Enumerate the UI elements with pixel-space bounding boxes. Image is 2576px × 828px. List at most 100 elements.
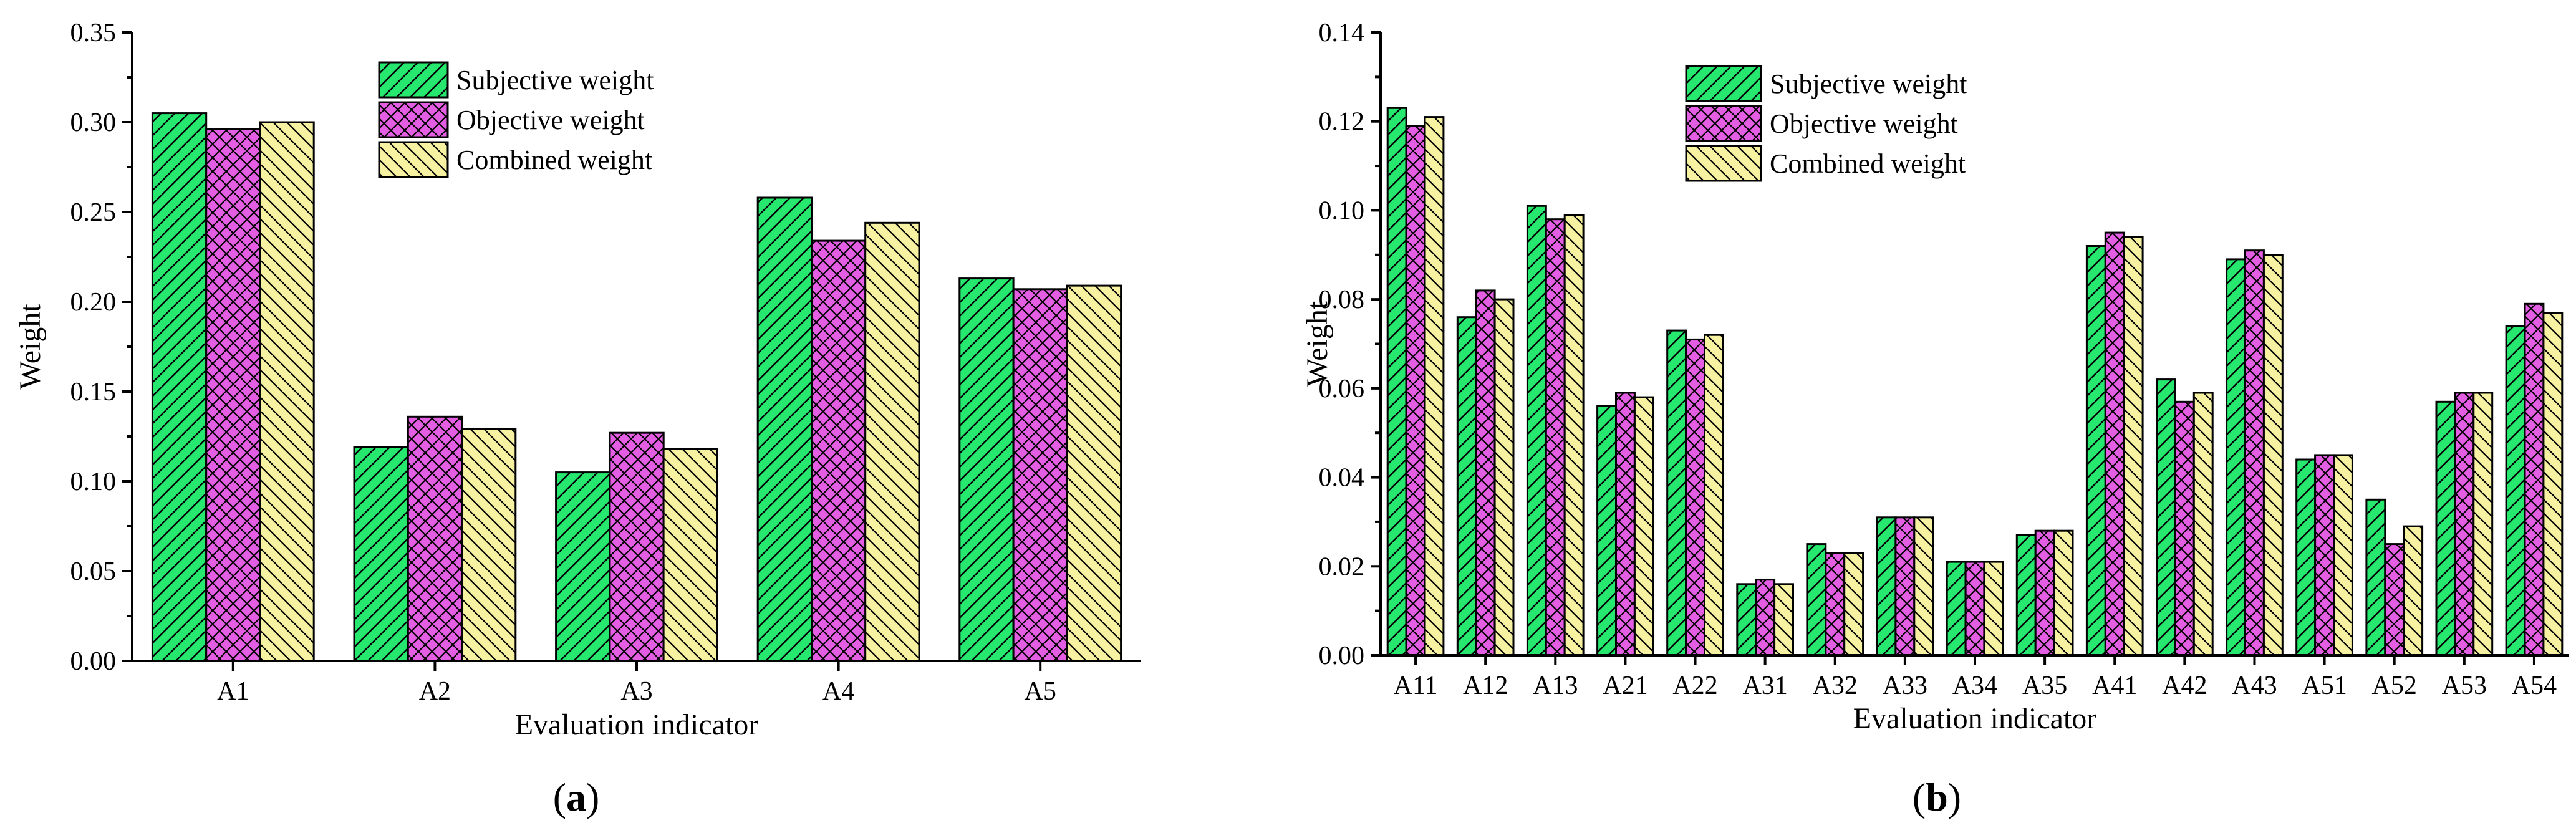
bar-b-3-a22: [1704, 334, 1724, 657]
y-tick-label-b: 0.04: [1319, 464, 1365, 493]
bar-b-3-a42: [2192, 392, 2214, 657]
y-tick-label-b: 0.14: [1319, 19, 1365, 47]
legend-label-a-3: Combined weight: [456, 145, 652, 175]
x-tick-label-b: A12: [1463, 672, 1508, 700]
bar-b-2-a35: [2034, 529, 2055, 657]
bar-a-1-a2: [353, 446, 409, 662]
legend-a: Subjective weight Objective weight Combine…: [378, 61, 654, 178]
bar-a-2-a1: [205, 128, 261, 662]
x-tick-label-b: A34: [1952, 672, 1997, 700]
bar-b-2-a13: [1545, 218, 1566, 657]
x-tick-label-b: A32: [1813, 672, 1858, 700]
x-tick-label-b: A52: [2372, 672, 2417, 700]
bar-b-3-a31: [1773, 583, 1795, 657]
bar-a-2-a2: [407, 415, 463, 662]
y-axis-title-b: Weight: [1301, 301, 1334, 387]
bar-b-1-a13: [1526, 205, 1547, 657]
x-tick-label-a: A4: [822, 677, 854, 706]
x-tick-label-a: A5: [1025, 677, 1056, 706]
bar-b-1-a52: [2365, 498, 2386, 657]
bar-b-3-a54: [2542, 312, 2564, 657]
bar-b-3-a11: [1424, 116, 1445, 657]
legend-label-b-2: Objective weight: [1770, 108, 1958, 139]
bar-b-3-a13: [1563, 214, 1585, 657]
x-tick-label-a: A1: [217, 677, 249, 706]
x-tick-label-b: A11: [1394, 672, 1438, 700]
bar-a-3-a2: [461, 428, 517, 662]
panel-label-a: (a): [553, 775, 600, 819]
bar-b-1-a53: [2435, 400, 2456, 657]
bar-b-2-a42: [2174, 400, 2195, 657]
bar-a-2-a4: [811, 239, 867, 662]
bar-a-1-a1: [151, 112, 208, 662]
x-axis-title-a: Evaluation indicator: [515, 708, 759, 741]
bar-b-3-a43: [2262, 254, 2284, 657]
y-tick-label-b: 0.08: [1319, 286, 1365, 314]
bar-b-1-a22: [1666, 329, 1687, 657]
legend-swatch-a-3: [378, 141, 449, 178]
bar-b-1-a42: [2156, 378, 2176, 657]
bar-b-3-a21: [1633, 396, 1654, 657]
y-tick-label-a: 0.20: [70, 288, 117, 317]
x-tick-label-b: A53: [2442, 672, 2487, 700]
bar-b-1-a43: [2226, 258, 2247, 657]
bar-b-1-a31: [1736, 583, 1757, 657]
chart-b: 0.00 0.02 0.04 0.06 0.08 0.10 0.12 0.14 A11 A12 A1…: [1301, 19, 2569, 735]
x-tick-label-b: A41: [2092, 672, 2137, 700]
x-tick-label-b: A13: [1533, 672, 1578, 700]
bar-a-1-a3: [555, 471, 611, 662]
bar-a-2-a3: [609, 431, 665, 662]
bar-b-3-a34: [1983, 561, 2004, 657]
bar-a-3-a1: [259, 121, 315, 662]
x-tick-label-b: A35: [2022, 672, 2067, 700]
x-tick-label-b: A42: [2162, 672, 2207, 700]
bar-b-2-a12: [1475, 289, 1496, 657]
y-tick-label-b: 0.12: [1319, 108, 1365, 137]
bar-b-3-a12: [1493, 298, 1515, 657]
legend-swatch-a-2: [378, 101, 449, 138]
bar-b-1-a32: [1806, 543, 1827, 657]
bar-b-3-a51: [2333, 454, 2353, 657]
y-tick-label-a: 0.35: [70, 19, 117, 47]
bar-b-2-a41: [2104, 231, 2125, 657]
x-tick-label-a: A2: [419, 677, 451, 706]
y-tick-label-a: 0.15: [70, 378, 117, 407]
y-tick-label-b: 0.02: [1319, 552, 1365, 581]
bar-b-1-a41: [2085, 245, 2106, 657]
bar-b-3-a52: [2403, 525, 2424, 657]
y-tick-label-a: 0.10: [70, 468, 117, 496]
legend-swatch-b-1: [1685, 65, 1762, 102]
y-tick-label-a: 0.30: [70, 108, 117, 137]
y-tick-label-a: 0.00: [70, 647, 117, 676]
bar-a-3-a3: [662, 448, 718, 662]
x-tick-label-b: A54: [2512, 672, 2557, 700]
bar-b-1-a21: [1596, 405, 1618, 657]
bar-b-1-a34: [1946, 561, 1967, 657]
y-tick-label-a: 0.25: [70, 198, 117, 227]
y-tick-label-b: 0.00: [1319, 642, 1365, 670]
bar-a-1-a5: [958, 277, 1015, 662]
panel-label-b: (b): [1913, 775, 1961, 819]
bar-a-1-a4: [756, 196, 813, 662]
chart-a: 0.00 0.05 0.10 0.15 0.20 0.25 0.30 0.35 A1 A2 A3 A4…: [14, 19, 1141, 741]
bar-b-3-a53: [2472, 392, 2494, 657]
legend-label-b-1: Subjective weight: [1770, 69, 1967, 99]
x-axis-title-b: Evaluation indicator: [1853, 702, 2097, 735]
legend-label-a-2: Objective weight: [456, 105, 645, 135]
bar-b-2-a53: [2454, 392, 2475, 657]
bar-b-2-a43: [2244, 249, 2265, 657]
y-tick-label-a: 0.05: [70, 557, 117, 586]
bar-b-1-a12: [1456, 316, 1477, 657]
legend-label-a-1: Subjective weight: [456, 65, 654, 95]
legend-b: Subjective weight Objective weight Combine…: [1685, 65, 1967, 182]
bar-b-3-a41: [2123, 236, 2144, 657]
y-tick-label-b: 0.10: [1319, 196, 1365, 225]
bar-b-2-a11: [1405, 125, 1426, 657]
bar-b-1-a35: [2015, 534, 2037, 657]
bar-b-2-a31: [1755, 579, 1776, 657]
y-axis-title-a: Weight: [14, 304, 47, 390]
bar-b-2-a32: [1825, 552, 1846, 657]
legend-swatch-b-2: [1685, 105, 1762, 142]
bar-b-1-a51: [2295, 458, 2317, 657]
